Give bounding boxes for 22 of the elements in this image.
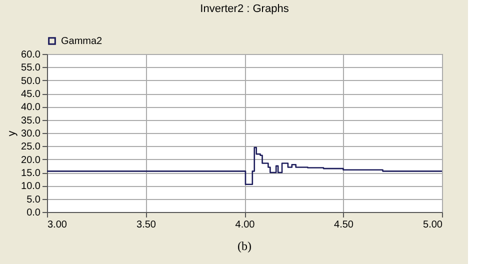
y-tick-label: 45.0	[21, 89, 41, 100]
y-tick-label: 20.0	[21, 154, 41, 166]
text: (b)	[238, 239, 252, 253]
x-tick-label: 4.50	[334, 220, 354, 230]
y-tick-label: 55.0	[21, 62, 41, 74]
y-tick-label: 25.0	[21, 142, 41, 153]
y-tick-label: 15.0	[21, 168, 41, 179]
y-tick-label: 40.0	[21, 102, 41, 114]
y-tick-label: 30.0	[21, 128, 41, 140]
y-tick-label: 10.0	[21, 181, 41, 192]
y-axis-title: y	[6, 130, 18, 136]
x-tick-label: 4.00	[235, 220, 256, 230]
y-tick-label: 50.0	[21, 76, 41, 87]
x-tick-label: 5.00	[423, 220, 443, 230]
chart-title: Inverter2 : Graphs	[200, 3, 290, 15]
y-tick-label: 0.0	[26, 208, 41, 218]
y-tick-label: 35.0	[21, 115, 41, 126]
y-tick-label: 60.0	[21, 50, 41, 60]
x-tick-label: 3.00	[48, 220, 68, 230]
legend-label: Gamma2	[61, 36, 103, 47]
x-tick-label: 3.50	[136, 220, 156, 230]
y-tick-label: 5.0	[26, 194, 41, 206]
